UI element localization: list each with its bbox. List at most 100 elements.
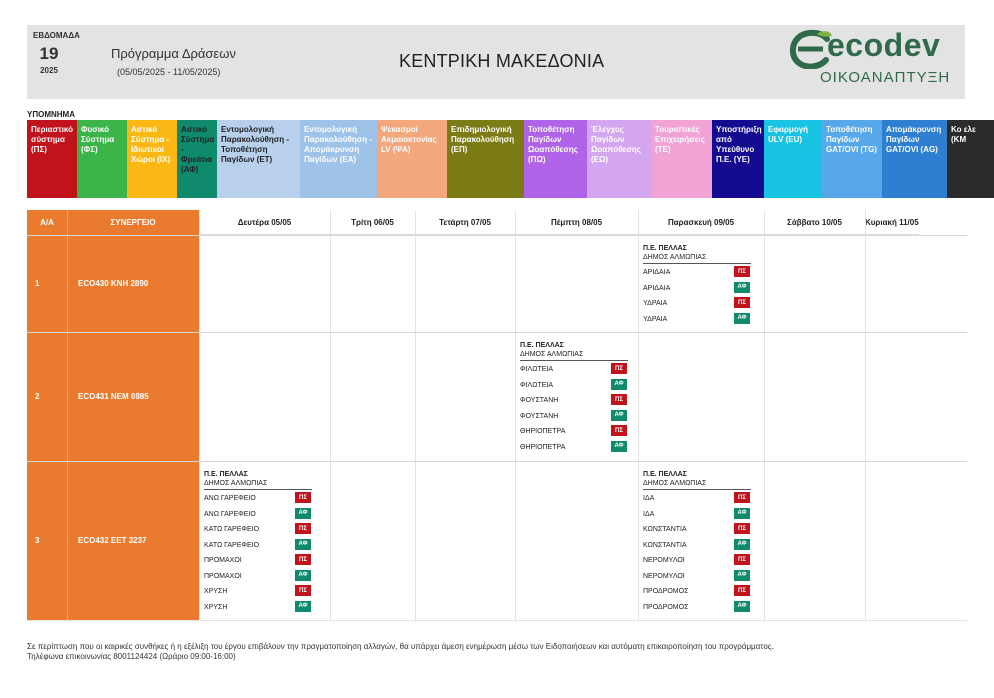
col-header-day: Δευτέρα 05/05: [199, 210, 330, 235]
municipality: ΔΗΜΟΣ ΑΛΜΩΠΙΑΣ: [520, 350, 628, 361]
location-name: ΦΟΥΣΤΑΝΗ: [520, 397, 559, 404]
regional-unit: Π.Ε. ΠΕΛΛΑΣ: [204, 471, 248, 478]
legend-item: Κο ελε (ΚΜ: [947, 120, 994, 198]
location-item: ΘΗΡΙΟΠΕΤΡΑ ΑΦ: [520, 439, 630, 455]
location-name: ΧΡΥΣΗ: [204, 603, 228, 611]
legend-item: Απομάκρυνση Παγίδων GAT/OVI (AG): [882, 120, 947, 198]
week-number: 19: [39, 44, 59, 63]
system-badge: ΑΦ: [734, 312, 750, 324]
location-item: ΙΔΑ ΠΣ: [643, 490, 753, 506]
location-item: ΚΩΝΣΤΑΝΤΙΑ ΠΣ: [643, 521, 753, 537]
system-badge: ΠΣ: [611, 425, 627, 436]
location-item: ΥΔΡΑΙΑ ΠΣ: [643, 295, 753, 311]
system-badge: ΑΦ: [295, 538, 311, 550]
leaf-e-icon: [789, 29, 832, 69]
system-badge: ΠΣ: [734, 523, 750, 534]
legend-item: Περιαστικό σύστημα (ΠΣ): [27, 120, 77, 198]
program-dates: (05/05/2025 - 11/05/2025): [117, 67, 221, 77]
location-item: ΘΗΡΙΟΠΕΤΡΑ ΠΣ: [520, 423, 630, 439]
location-item: ΑΝΩ ΓΑΡΕΦΕΙΟ ΑΦ: [204, 506, 314, 522]
grid-line: [27, 332, 967, 333]
region-title: ΚΕΝΤΡΙΚΗ ΜΑΚΕΔΟΝΙΑ: [399, 51, 605, 71]
location-name: ΝΕΡΟΜΥΛΟΙ: [643, 557, 685, 564]
grid-line: [330, 210, 331, 620]
location-item: ΥΔΡΑΙΑ ΑΦ: [643, 311, 753, 327]
week-label: ΕΒΔΟΜΑΔΑ: [33, 31, 80, 40]
location-name: ΠΡΟΔΡΟΜΟΣ: [643, 603, 689, 611]
schedule-block: Π.Ε. ΠΕΛΛΑΣ ΔΗΜΟΣ ΑΛΜΩΠΙΑΣ ΦΙΛΩΤΕΙΑ ΠΣ ΦΙΛΩΤ…: [520, 341, 630, 454]
legend-item: Ψεκασμοί Ακμαιοκτονίας LV (ΨΑ): [377, 120, 447, 198]
col-header-day: Σάββατο 10/05: [764, 210, 865, 235]
location-name: ΚΑΤΩ ΓΑΡΕΦΕΙΟ: [204, 541, 260, 549]
system-badge: ΠΣ: [295, 585, 311, 596]
grid-line: [515, 210, 516, 620]
footer-contact: Τηλέφωνα επικοινωνίας 8001124424 (Ωράριο…: [27, 652, 236, 661]
legend-item: Φυσικό Σύστημα (ΦΣ): [77, 120, 127, 198]
location-name: ΠΡΟΔΡΟΜΟΣ: [643, 588, 689, 595]
location-item: ΠΡΟΜΑΧΟΙ ΠΣ: [204, 552, 314, 568]
system-badge: ΑΦ: [734, 507, 750, 519]
col-header-day: Παρασκευή 09/05: [638, 210, 764, 235]
location-item: ΠΡΟΜΑΧΟΙ ΑΦ: [204, 568, 314, 584]
col-header-day: Τετάρτη 07/05: [415, 210, 515, 235]
ecodev-logo: ecodev ΟΙΚΟΑΝΑΠΤΥΞΗ: [787, 27, 957, 95]
system-badge: ΑΦ: [611, 440, 627, 452]
team-row-cell: [27, 461, 199, 620]
footer-note: Σε περίπτωση που οι καιρικές συνθήκες ή …: [27, 642, 774, 651]
location-name: ΝΕΡΟΜΥΛΟΙ: [643, 572, 685, 580]
row-number: 2: [35, 391, 40, 401]
program-title: Πρόγραμμα Δράσεων: [111, 46, 236, 61]
location-name: ΑΝΩ ΓΑΡΕΦΕΙΟ: [204, 495, 256, 502]
location-name: ΠΡΟΜΑΧΟΙ: [204, 572, 242, 580]
location-item: ΦΙΛΩΤΕΙΑ ΑΦ: [520, 377, 630, 393]
location-item: ΧΡΥΣΗ ΠΣ: [204, 583, 314, 599]
system-badge: ΠΣ: [295, 523, 311, 534]
system-badge: ΠΣ: [295, 492, 311, 503]
schedule-table: Α/Α ΣΥΝΕΡΓΕΙΟ Δευτέρα 05/05 Τρίτη 06/05 Τετά…: [27, 210, 967, 621]
location-item: ΠΡΟΔΡΟΜΟΣ ΑΦ: [643, 599, 753, 615]
team-name: ECO432 ΕΕΤ 3237: [78, 535, 147, 545]
location-item: ΝΕΡΟΜΥΛΟΙ ΠΣ: [643, 552, 753, 568]
grid-line: [27, 461, 967, 462]
location-item: ΦΟΥΣΤΑΝΗ ΠΣ: [520, 392, 630, 408]
location-item: ΙΔΑ ΑΦ: [643, 506, 753, 522]
system-badge: ΑΦ: [734, 600, 750, 612]
location-name: ΦΟΥΣΤΑΝΗ: [520, 412, 559, 420]
grid-line: [415, 210, 416, 620]
schedule-block: Π.Ε. ΠΕΛΛΑΣ ΔΗΜΟΣ ΑΛΜΩΠΙΑΣ ΑΝΩ ΓΑΡΕΦΕΙΟ ΠΣ Α…: [204, 470, 314, 614]
location-item: ΚΑΤΩ ΓΑΡΕΦΕΙΟ ΑΦ: [204, 537, 314, 553]
team-name: ECO430 ΚΝΗ 2890: [78, 278, 149, 288]
location-item: ΝΕΡΟΜΥΛΟΙ ΑΦ: [643, 568, 753, 584]
location-name: ΦΙΛΩΤΕΙΑ: [520, 381, 553, 389]
system-badge: ΠΣ: [734, 585, 750, 596]
location-item: ΠΡΟΔΡΟΜΟΣ ΠΣ: [643, 583, 753, 599]
grid-line: [865, 210, 866, 620]
legend-item: Επιδημιολογική Παρακολούθηση (ΕΠ): [447, 120, 524, 198]
regional-unit: Π.Ε. ΠΕΛΛΑΣ: [643, 471, 687, 478]
legend-item: Εντομολογική Παρακολούθηση - Απομάκρυνση…: [300, 120, 377, 198]
location-name: ΚΩΝΣΤΑΝΤΙΑ: [643, 541, 687, 549]
regional-unit: Π.Ε. ΠΕΛΛΑΣ: [520, 342, 564, 349]
location-name: ΦΙΛΩΤΕΙΑ: [520, 366, 553, 373]
legend-item: Έλεγχος Παγίδων Ωοαπόθεσης (ΕΩ): [587, 120, 651, 198]
system-badge: ΑΦ: [295, 507, 311, 519]
system-badge: ΑΦ: [295, 569, 311, 581]
location-item: ΚΩΝΣΤΑΝΤΙΑ ΑΦ: [643, 537, 753, 553]
location-item: ΑΡΙΔΑΙΑ ΑΦ: [643, 280, 753, 296]
location-name: ΘΗΡΙΟΠΕΤΡΑ: [520, 443, 566, 451]
legend-item: Υποστήριξη από Υπεύθυνο Π.Ε. (ΥΕ): [712, 120, 764, 198]
location-name: ΚΩΝΣΤΑΝΤΙΑ: [643, 526, 687, 533]
system-badge: ΠΣ: [611, 363, 627, 374]
location-name: ΑΝΩ ΓΑΡΕΦΕΙΟ: [204, 510, 256, 518]
location-name: ΙΔΑ: [643, 495, 655, 502]
system-badge: ΠΣ: [611, 394, 627, 405]
legend-item: Τοποθέτηση Παγίδων GAT/OVI (TG): [822, 120, 882, 198]
location-name: ΘΗΡΙΟΠΕΤΡΑ: [520, 428, 566, 435]
grid-line: [764, 210, 765, 620]
system-badge: ΠΣ: [295, 554, 311, 565]
schedule-block: Π.Ε. ΠΕΛΛΑΣ ΔΗΜΟΣ ΑΛΜΩΠΙΑΣ ΙΔΑ ΠΣ ΙΔΑ ΑΦ ΚΩΝΣΤ…: [643, 470, 753, 614]
legend-item: Τοποθέτηση Παγίδων Ωοαπόθεσης (ΠΩ): [524, 120, 587, 198]
location-item: ΦΟΥΣΤΑΝΗ ΑΦ: [520, 408, 630, 424]
system-badge: ΠΣ: [734, 297, 750, 308]
system-badge: ΑΦ: [295, 600, 311, 612]
